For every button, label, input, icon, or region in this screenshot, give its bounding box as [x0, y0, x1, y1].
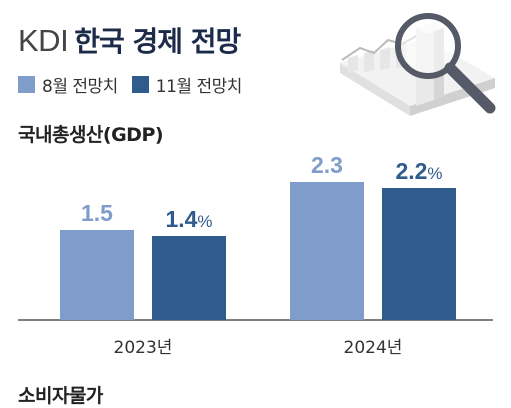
bar-august-0	[60, 230, 134, 320]
value-label-november-1: 2.2%	[395, 158, 442, 184]
bar-august-1	[290, 182, 364, 320]
bar-november-0	[152, 236, 226, 320]
legend-swatch-november	[131, 76, 149, 93]
value-label-november-0: 1.4%	[165, 206, 212, 232]
chart-legend: 8월 전망치 11월 전망치	[18, 72, 256, 97]
section-title-gdp: 국내총생산(GDP)	[18, 124, 164, 146]
legend-item-august: 8월 전망치	[18, 72, 118, 97]
chart-title: KDI 한국 경제 전망	[18, 20, 241, 60]
legend-item-november: 11월 전망치	[131, 72, 243, 97]
category-label-1: 2024년	[344, 338, 403, 358]
magnifying-glass-chart-icon	[340, 13, 496, 116]
value-label-august-1: 2.3	[311, 152, 343, 178]
value-label-august-0: 1.5	[81, 200, 113, 226]
title-prefix: KDI	[18, 23, 69, 58]
section-title-cpi: 소비자물가	[18, 385, 103, 407]
legend-label-august: 8월 전망치	[42, 77, 118, 97]
category-label-0: 2023년	[114, 338, 173, 358]
bar-november-1	[382, 188, 456, 320]
gdp-bar-chart: 1.5 1.4% 2023년 2.3 2.2% 2024년	[18, 152, 493, 358]
legend-swatch-august	[18, 76, 35, 93]
legend-label-november: 11월 전망치	[155, 77, 243, 97]
title-main: 한국 경제 전망	[74, 25, 241, 58]
